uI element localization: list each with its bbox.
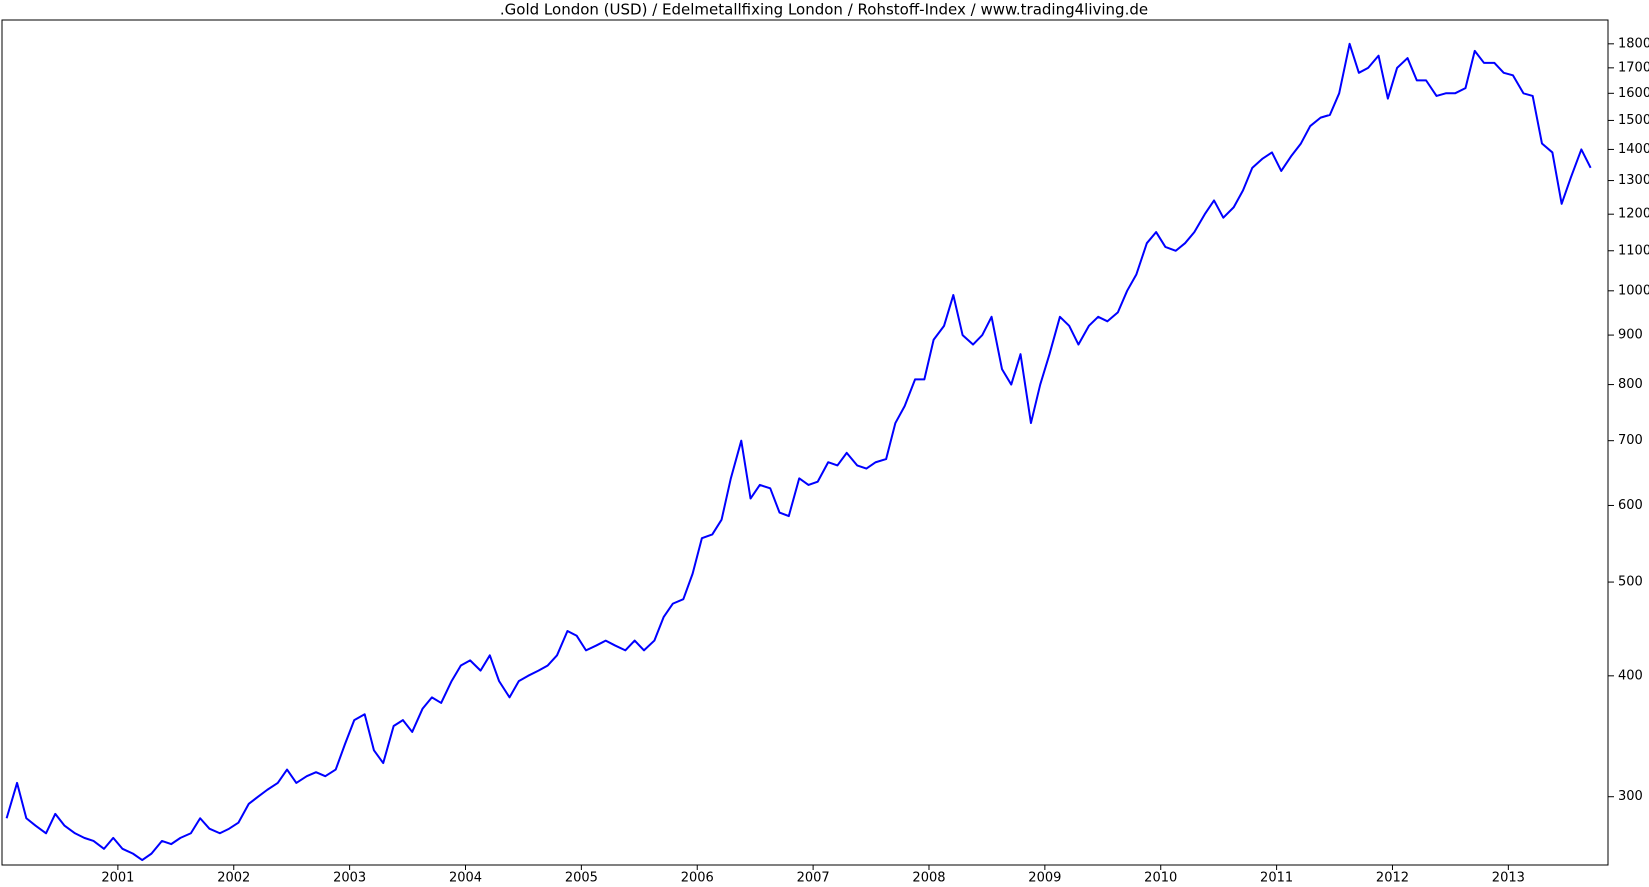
plot-frame: [1, 19, 1609, 866]
x-tick-label: 2009: [1028, 871, 1061, 886]
x-tick-label: 2012: [1376, 871, 1409, 886]
x-tick-label: 2004: [449, 871, 482, 886]
y-tick-label: 800: [1618, 377, 1643, 392]
price-line: [5, 42, 1592, 862]
y-tick-label: 600: [1618, 498, 1643, 513]
chart-title: .Gold London (USD) / Edelmetallfixing Lo…: [500, 1, 1148, 19]
x-tick-label: 2003: [333, 871, 366, 886]
y-tick-label: 1600: [1618, 86, 1649, 101]
x-tick-label: 2008: [912, 871, 945, 886]
y-tick-label: 1500: [1618, 113, 1649, 128]
x-tick-label: 2010: [1144, 871, 1177, 886]
y-tick-label: 500: [1618, 575, 1643, 590]
y-tick-label: 1000: [1618, 283, 1649, 298]
y-tick-label: 1300: [1618, 173, 1649, 188]
y-tick-label: 1400: [1618, 142, 1649, 157]
y-tick-label: 700: [1618, 433, 1643, 448]
y-tick-label: 900: [1618, 328, 1643, 343]
y-tick-label: 400: [1618, 668, 1643, 683]
y-tick-label: 1100: [1618, 243, 1649, 258]
y-tick-label: 1700: [1618, 60, 1649, 75]
y-tick-label: 300: [1618, 789, 1643, 804]
y-tick-label: 1200: [1618, 207, 1649, 222]
x-tick-label: 2001: [101, 871, 134, 886]
x-tick-label: 2002: [217, 871, 250, 886]
x-tick-label: 2013: [1492, 871, 1525, 886]
y-tick-label: 1800: [1618, 36, 1649, 51]
x-tick-label: 2007: [797, 871, 830, 886]
x-tick-label: 2006: [681, 871, 714, 886]
x-tick-label: 2005: [565, 871, 598, 886]
x-tick-label: 2011: [1260, 871, 1293, 886]
